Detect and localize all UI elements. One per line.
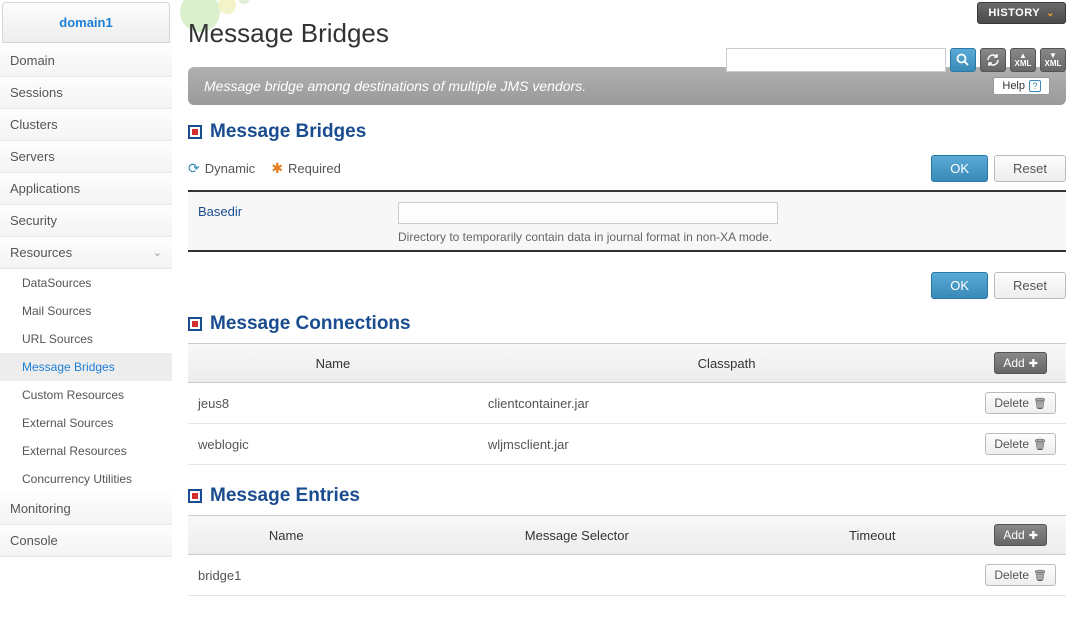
basedir-input[interactable] xyxy=(398,202,778,224)
help-icon: ? xyxy=(1029,80,1041,92)
description-bar: Message bridge among destinations of mul… xyxy=(188,67,1066,105)
sidebar-sub-mail-sources[interactable]: Mail Sources xyxy=(0,297,172,325)
section-message-bridges: Message Bridges ⟳Dynamic ✱Required OK Re… xyxy=(188,121,1066,252)
basedir-label: Basedir xyxy=(198,202,398,244)
help-button[interactable]: Help ? xyxy=(993,77,1050,95)
delete-button[interactable]: Delete🗑 xyxy=(985,564,1056,586)
legend-dynamic: ⟳Dynamic xyxy=(188,160,255,177)
cell-timeout xyxy=(769,555,975,596)
sidebar-sub-custom-resources[interactable]: Custom Resources xyxy=(0,381,172,409)
section-message-entries: Message Entries Name Message Selector Ti… xyxy=(188,485,1066,596)
table-row: jeus8 clientcontainer.jar Delete🗑 xyxy=(188,383,1066,424)
sidebar-item-sessions[interactable]: Sessions xyxy=(0,77,172,109)
cell-classpath: clientcontainer.jar xyxy=(478,383,976,424)
reset-button-2[interactable]: Reset xyxy=(994,272,1066,299)
sidebar-sub-external-resources[interactable]: External Resources xyxy=(0,437,172,465)
sidebar-sub-resources: DataSources Mail Sources URL Sources Mes… xyxy=(0,269,172,493)
sidebar-item-domain[interactable]: Domain xyxy=(0,45,172,77)
section-icon xyxy=(188,317,202,331)
sidebar-sub-external-sources[interactable]: External Sources xyxy=(0,409,172,437)
sidebar-item-servers[interactable]: Servers xyxy=(0,141,172,173)
cell-classpath: wljmsclient.jar xyxy=(478,424,976,465)
sidebar-item-applications[interactable]: Applications xyxy=(0,173,172,205)
ok-button[interactable]: OK xyxy=(931,155,988,182)
required-icon: ✱ xyxy=(271,160,283,177)
section-title-bridges: Message Bridges xyxy=(210,121,366,143)
delete-icon: 🗑 xyxy=(1033,569,1047,582)
delete-button[interactable]: Delete🗑 xyxy=(985,433,1056,455)
reset-button[interactable]: Reset xyxy=(994,155,1066,182)
delete-icon: 🗑 xyxy=(1033,397,1047,410)
section-title-entries: Message Entries xyxy=(210,485,360,507)
chevron-down-icon: ⌄ xyxy=(153,246,162,259)
ok-button-2[interactable]: OK xyxy=(931,272,988,299)
col-name: Name xyxy=(188,344,478,383)
sidebar: domain1 Domain Sessions Clusters Servers… xyxy=(0,0,172,624)
sidebar-item-monitoring[interactable]: Monitoring xyxy=(0,493,172,525)
delete-icon: 🗑 xyxy=(1033,438,1047,451)
sidebar-header: domain1 xyxy=(2,2,170,43)
sidebar-item-security[interactable]: Security xyxy=(0,205,172,237)
section-icon xyxy=(188,489,202,503)
cell-name: bridge1 xyxy=(188,555,385,596)
sidebar-sub-concurrency[interactable]: Concurrency Utilities xyxy=(0,465,172,493)
add-icon: ✚ xyxy=(1029,357,1038,370)
connections-table: Name Classpath Add✚ jeus8 clientcontaine… xyxy=(188,343,1066,465)
table-row: bridge1 Delete🗑 xyxy=(188,555,1066,596)
col-name: Name xyxy=(188,516,385,555)
section-message-connections: Message Connections Name Classpath Add✚ … xyxy=(188,313,1066,465)
add-connection-button[interactable]: Add✚ xyxy=(994,352,1047,374)
domain-title: domain1 xyxy=(59,15,112,30)
sidebar-item-clusters[interactable]: Clusters xyxy=(0,109,172,141)
legend-required: ✱Required xyxy=(271,160,341,177)
col-selector: Message Selector xyxy=(385,516,770,555)
delete-button[interactable]: Delete🗑 xyxy=(985,392,1056,414)
dynamic-icon: ⟳ xyxy=(188,160,200,177)
table-row: weblogic wljmsclient.jar Delete🗑 xyxy=(188,424,1066,465)
main-content: HISTORY ⌄ Message Bridges ▲XML ▼XML Mess… xyxy=(172,0,1082,624)
cell-selector xyxy=(385,555,770,596)
add-entry-button[interactable]: Add✚ xyxy=(994,524,1047,546)
section-title-connections: Message Connections xyxy=(210,313,411,335)
entries-table: Name Message Selector Timeout Add✚ bridg… xyxy=(188,515,1066,596)
col-classpath: Classpath xyxy=(478,344,976,383)
col-timeout: Timeout xyxy=(769,516,975,555)
cell-name: weblogic xyxy=(188,424,478,465)
basedir-hint: Directory to temporarily contain data in… xyxy=(398,230,1056,244)
sidebar-sub-url-sources[interactable]: URL Sources xyxy=(0,325,172,353)
description-text: Message bridge among destinations of mul… xyxy=(204,78,586,94)
sidebar-sub-message-bridges[interactable]: Message Bridges xyxy=(0,353,172,381)
sidebar-sub-datasources[interactable]: DataSources xyxy=(0,269,172,297)
sidebar-item-console[interactable]: Console xyxy=(0,525,172,557)
sidebar-item-resources[interactable]: Resources ⌄ xyxy=(0,237,172,269)
add-icon: ✚ xyxy=(1029,529,1038,542)
section-icon xyxy=(188,125,202,139)
page-title: Message Bridges xyxy=(188,8,1066,67)
cell-name: jeus8 xyxy=(188,383,478,424)
